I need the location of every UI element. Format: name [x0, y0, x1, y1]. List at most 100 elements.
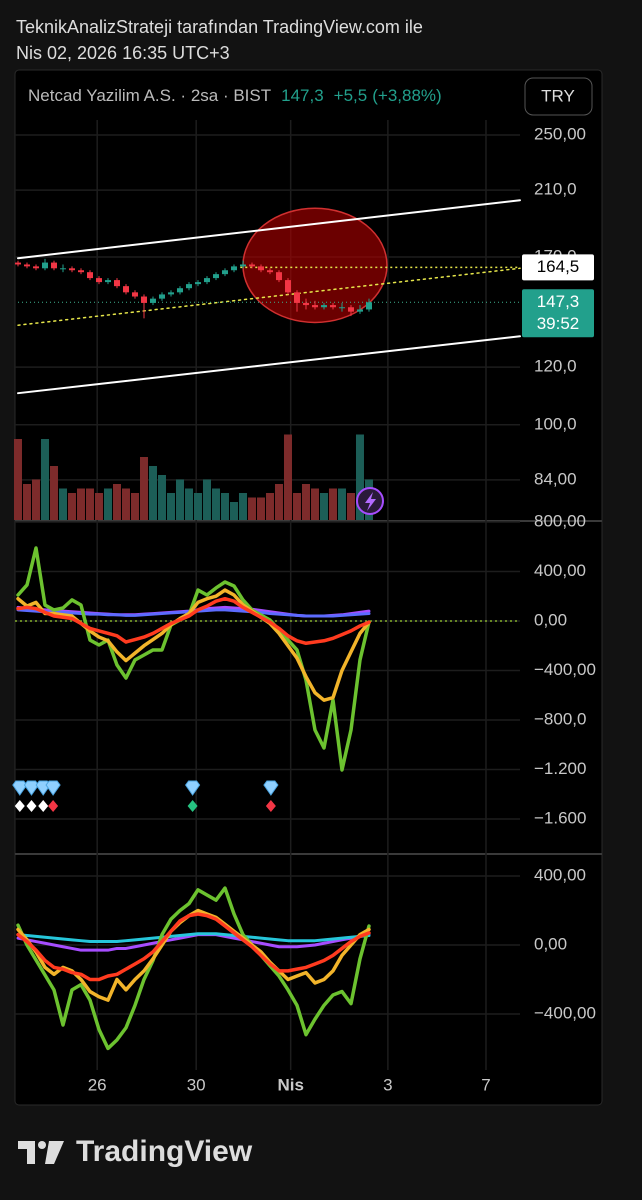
candle-body [275, 272, 282, 281]
y-tick-label: 250,00 [534, 124, 586, 143]
candle-body [14, 262, 21, 265]
volume-bar [22, 484, 31, 520]
signal-gem [263, 780, 279, 796]
candle-body [113, 280, 120, 287]
indicator-line [16, 546, 371, 772]
y-tick-label: 400,00 [534, 866, 586, 885]
candle-body [212, 274, 219, 279]
volume-bar [76, 488, 85, 520]
signal-diamond [187, 800, 198, 812]
candle-body [131, 292, 138, 297]
candle-body [248, 264, 255, 267]
countdown: 39:52 [537, 314, 580, 333]
candle-body [338, 307, 345, 309]
volume-bar [301, 484, 310, 520]
candle-body [23, 264, 30, 267]
indicator-line [16, 886, 371, 1051]
indicator-line [16, 596, 371, 646]
volume-bar [157, 475, 166, 520]
last-price-box [522, 289, 594, 338]
volume-bar [328, 488, 337, 520]
candle-body [68, 268, 75, 271]
channel-line [17, 199, 521, 260]
y-tick-label: −1.200 [534, 759, 586, 778]
candle-body [347, 307, 354, 312]
candle-body [104, 280, 111, 283]
chart-frame [14, 69, 603, 1106]
signal-gem [12, 780, 28, 796]
candle-body [59, 268, 66, 270]
candle-body [221, 270, 228, 275]
logo-mark [45, 1141, 64, 1164]
logo-mark [18, 1141, 35, 1164]
volume-bar [346, 493, 355, 520]
volume-bar [319, 493, 328, 520]
signal-diamond [48, 800, 59, 812]
signal-diamond [26, 800, 37, 812]
volume-bar [265, 493, 274, 520]
candle-body [86, 272, 93, 279]
volume-bar [58, 488, 67, 520]
volume-bar [166, 493, 175, 520]
volume-bar [85, 488, 94, 520]
signal-gem [184, 780, 201, 796]
candle-body [32, 266, 39, 269]
volume-bar [337, 488, 346, 520]
dotted-trend-line [17, 267, 521, 326]
alert-price-label: 164,5 [537, 257, 580, 276]
y-tick-label: −400,00 [534, 1003, 596, 1022]
alert-price-box [522, 254, 594, 281]
volume-bar [211, 488, 220, 520]
y-tick-label: −1.600 [534, 808, 586, 827]
volume-bar [40, 439, 49, 520]
logo-text: TradingView [76, 1135, 253, 1168]
currency[interactable]: TRY [541, 86, 575, 105]
candle-body [203, 278, 210, 283]
signal-diamond [14, 800, 25, 812]
volume-bar [148, 466, 157, 520]
candle-body [41, 262, 48, 269]
y-tick-label: −400,00 [534, 660, 596, 679]
candle-body [365, 302, 372, 310]
currency-button[interactable] [524, 77, 593, 116]
candle-body [194, 282, 201, 285]
volume-bar [283, 434, 292, 520]
candle-body [167, 292, 174, 295]
volume-bar [130, 493, 139, 520]
candle-body [122, 286, 129, 293]
x-tick-label: 7 [481, 1075, 490, 1094]
y-tick-label: 210,0 [534, 180, 577, 199]
volume-bar [355, 434, 364, 520]
y-tick-label: −800,0 [534, 709, 586, 728]
indicator-line [16, 932, 371, 944]
signal-gem [45, 780, 61, 796]
volume-bar [310, 488, 319, 520]
timestamp: Nis 02, 2026 16:35 UTC+3 [16, 43, 230, 63]
y-tick-label: 120,0 [534, 357, 577, 376]
candle-body [77, 270, 84, 273]
symbol-change: +5,5 [334, 86, 368, 105]
volume-bar [112, 484, 121, 520]
x-tick-label: Nis [277, 1075, 303, 1094]
candle-body [302, 302, 309, 306]
x-tick-label: 30 [187, 1075, 206, 1094]
alert-icon-bolt [365, 492, 376, 511]
candle-body [266, 270, 273, 273]
y-tick-label: 100,0 [534, 414, 577, 433]
candle-body [230, 266, 237, 271]
signal-gem [23, 780, 40, 796]
symbol-last: 147,3 [281, 86, 324, 105]
volume-bar [220, 493, 229, 520]
volume-bar [175, 479, 184, 520]
candle-body [185, 284, 192, 289]
symbol-line: Netcad Yazilim A.S. · 2sa · BIST 147,3 +5,… [28, 86, 442, 105]
volume-bar [292, 493, 301, 520]
volume-bar [103, 488, 112, 520]
candle-body [257, 266, 264, 271]
signal-diamond [38, 800, 49, 812]
candle-body [239, 264, 246, 267]
volume-bar [256, 497, 265, 520]
chart-layer: 2630Nis37250,00210,0170,0120,0100,084,00… [12, 120, 596, 1094]
